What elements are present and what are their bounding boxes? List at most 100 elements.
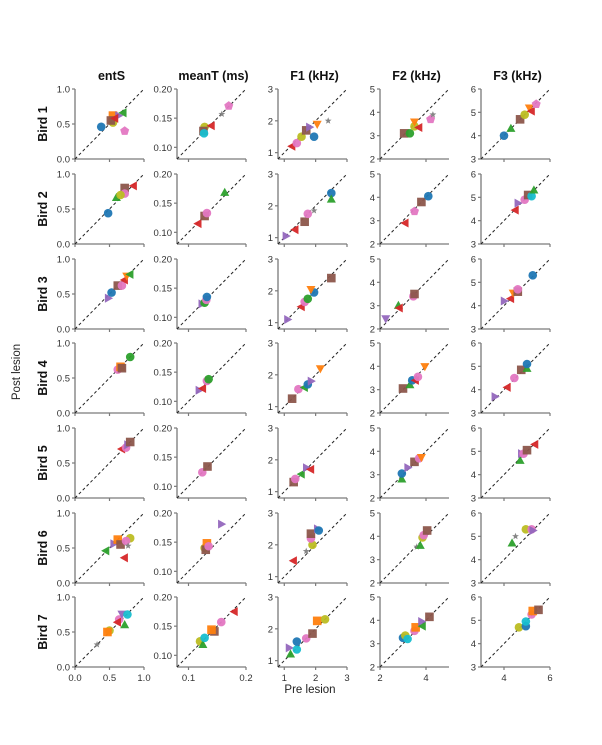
y-tick-label: 4 bbox=[471, 385, 476, 396]
y-tick-label: 0.5 bbox=[57, 459, 70, 470]
data-point-purple-tri-right bbox=[500, 296, 509, 306]
data-point-blue-circle bbox=[397, 469, 407, 478]
panel: 0.0 0.5 1.0 bbox=[57, 339, 145, 420]
data-point-pink-circle bbox=[510, 373, 519, 383]
data-point-orange-tri-down bbox=[312, 120, 322, 129]
data-point-red-tri-left bbox=[290, 225, 299, 235]
y-tick-label: 4 bbox=[471, 131, 476, 142]
data-point-green-tri-left bbox=[296, 469, 305, 479]
column-titles: entS meanT (ms) F1 (kHz) F2 (kHz) F3 (kHz) bbox=[98, 69, 542, 83]
data-point-blue-circle bbox=[528, 271, 538, 280]
data-point-orange-square bbox=[103, 627, 112, 637]
y-tick-label: 1.0 bbox=[57, 593, 70, 604]
y-tick-label: 2 bbox=[268, 286, 273, 297]
identity-line bbox=[277, 173, 348, 245]
row-title: Bird 5 bbox=[36, 445, 50, 480]
y-tick-label: 1 bbox=[268, 318, 273, 329]
panel: 1 2 3 bbox=[268, 339, 348, 416]
data-point-red-tri-left bbox=[110, 113, 119, 123]
column-title: entS bbox=[98, 69, 125, 83]
x-tick-label: 1 bbox=[282, 673, 287, 684]
data-point-green-tri-left bbox=[118, 108, 127, 118]
data-point-purple-tri-right bbox=[218, 519, 227, 529]
y-axis-label: Post lesion bbox=[11, 344, 23, 400]
panel: 0.10 0.15 0.20 bbox=[154, 509, 247, 586]
y-tick-label: 2 bbox=[370, 240, 375, 251]
y-tick-label: 1.0 bbox=[57, 85, 70, 96]
y-tick-label: 0.5 bbox=[57, 120, 70, 131]
data-point-brown-square bbox=[410, 289, 419, 299]
identity-line bbox=[277, 88, 348, 160]
panel: 1 2 3 bbox=[268, 424, 348, 501]
y-tick-label: 0.10 bbox=[154, 313, 173, 324]
y-tick-label: 0.20 bbox=[154, 85, 173, 96]
panel: 3 4 5 6 bbox=[471, 424, 551, 505]
row-titles: Bird 1 Bird 2 Bird 3 Bird 4 Bird 5 Bird 6 Bird… bbox=[36, 106, 50, 649]
data-point-pink-pentagon bbox=[426, 114, 436, 124]
y-tick-label: 0.5 bbox=[57, 205, 70, 216]
data-point-brown-square bbox=[287, 394, 297, 403]
y-tick-label: 0.0 bbox=[57, 579, 70, 590]
y-tick-label: 3 bbox=[471, 240, 476, 251]
data-point-green-tri-left bbox=[417, 621, 426, 631]
y-tick-label: 0.15 bbox=[154, 368, 173, 379]
identity-line bbox=[480, 88, 551, 160]
data-point-purple-tri-right bbox=[491, 392, 500, 402]
data-point-red-tri-left bbox=[400, 218, 409, 228]
data-point-green-circle bbox=[204, 374, 213, 384]
x-axis-label: Pre lesion bbox=[284, 684, 335, 696]
y-tick-label: 4 bbox=[370, 532, 375, 543]
data-point-green-tri-left bbox=[125, 269, 134, 279]
panel: 3 4 5 6 bbox=[471, 509, 551, 590]
panel: 2 3 4 5 bbox=[370, 509, 450, 590]
data-point-pink-pentagon bbox=[410, 206, 419, 216]
y-tick-label: 1 bbox=[268, 233, 273, 244]
data-point-red-tri-left bbox=[414, 122, 423, 133]
panel: 1 2 3 bbox=[268, 170, 348, 247]
data-point-pink-circle bbox=[117, 281, 127, 290]
data-point-green-tri-up bbox=[286, 649, 296, 658]
data-point-green-tri-left bbox=[101, 546, 110, 556]
y-tick-label: 0.5 bbox=[57, 290, 70, 301]
panel: 0.0 0.5 1.0 bbox=[57, 424, 145, 505]
data-point-red-tri-left bbox=[112, 617, 122, 627]
data-point-blue-circle bbox=[314, 526, 324, 535]
panel: 3 4 5 6 bbox=[471, 170, 551, 251]
data-point-green-tri-up bbox=[120, 620, 130, 629]
data-point-purple-tri-right bbox=[529, 525, 538, 536]
data-point-purple-tri-right bbox=[514, 198, 523, 208]
y-tick-label: 1 bbox=[268, 148, 273, 159]
y-tick-label: 2 bbox=[370, 325, 375, 336]
y-tick-label: 6 bbox=[471, 593, 476, 604]
data-point-gray-star bbox=[124, 542, 132, 549]
panel: 0.0 0.5 1.0 bbox=[57, 170, 145, 251]
data-point-purple-tri-right bbox=[195, 385, 204, 395]
panel: 3 4 5 6 4 6 bbox=[471, 593, 553, 685]
y-tick-label: 5 bbox=[471, 278, 476, 289]
y-tick-label: 0.10 bbox=[154, 567, 173, 578]
y-tick-label: 1.0 bbox=[57, 509, 70, 520]
y-tick-label: 3 bbox=[471, 494, 476, 505]
y-tick-label: 4 bbox=[370, 193, 375, 204]
y-tick-label: 1.0 bbox=[57, 424, 70, 435]
data-point-orange-square bbox=[207, 625, 216, 634]
y-tick-label: 4 bbox=[370, 108, 375, 119]
y-tick-label: 3 bbox=[370, 301, 375, 312]
data-point-purple-tri-right bbox=[282, 231, 291, 241]
panel: 3 4 5 6 bbox=[471, 339, 551, 420]
panel: 0.10 0.15 0.20 bbox=[154, 85, 247, 162]
y-tick-label: 0.15 bbox=[154, 199, 173, 210]
x-tick-label: 4 bbox=[501, 673, 506, 684]
panel: 1 2 3 bbox=[268, 85, 348, 162]
data-point-brown-square bbox=[522, 445, 532, 455]
data-point-green-tri-up bbox=[397, 474, 407, 483]
column-title: F2 (kHz) bbox=[392, 69, 441, 83]
y-tick-label: 0.0 bbox=[57, 494, 70, 505]
data-point-pink-circle bbox=[121, 536, 131, 546]
y-tick-label: 2 bbox=[268, 540, 273, 551]
y-tick-label: 0.15 bbox=[154, 284, 173, 295]
column-title: F1 (kHz) bbox=[290, 69, 339, 83]
x-tick-label: 2 bbox=[377, 673, 382, 684]
y-tick-label: 3 bbox=[471, 579, 476, 590]
y-tick-label: 6 bbox=[471, 339, 476, 350]
